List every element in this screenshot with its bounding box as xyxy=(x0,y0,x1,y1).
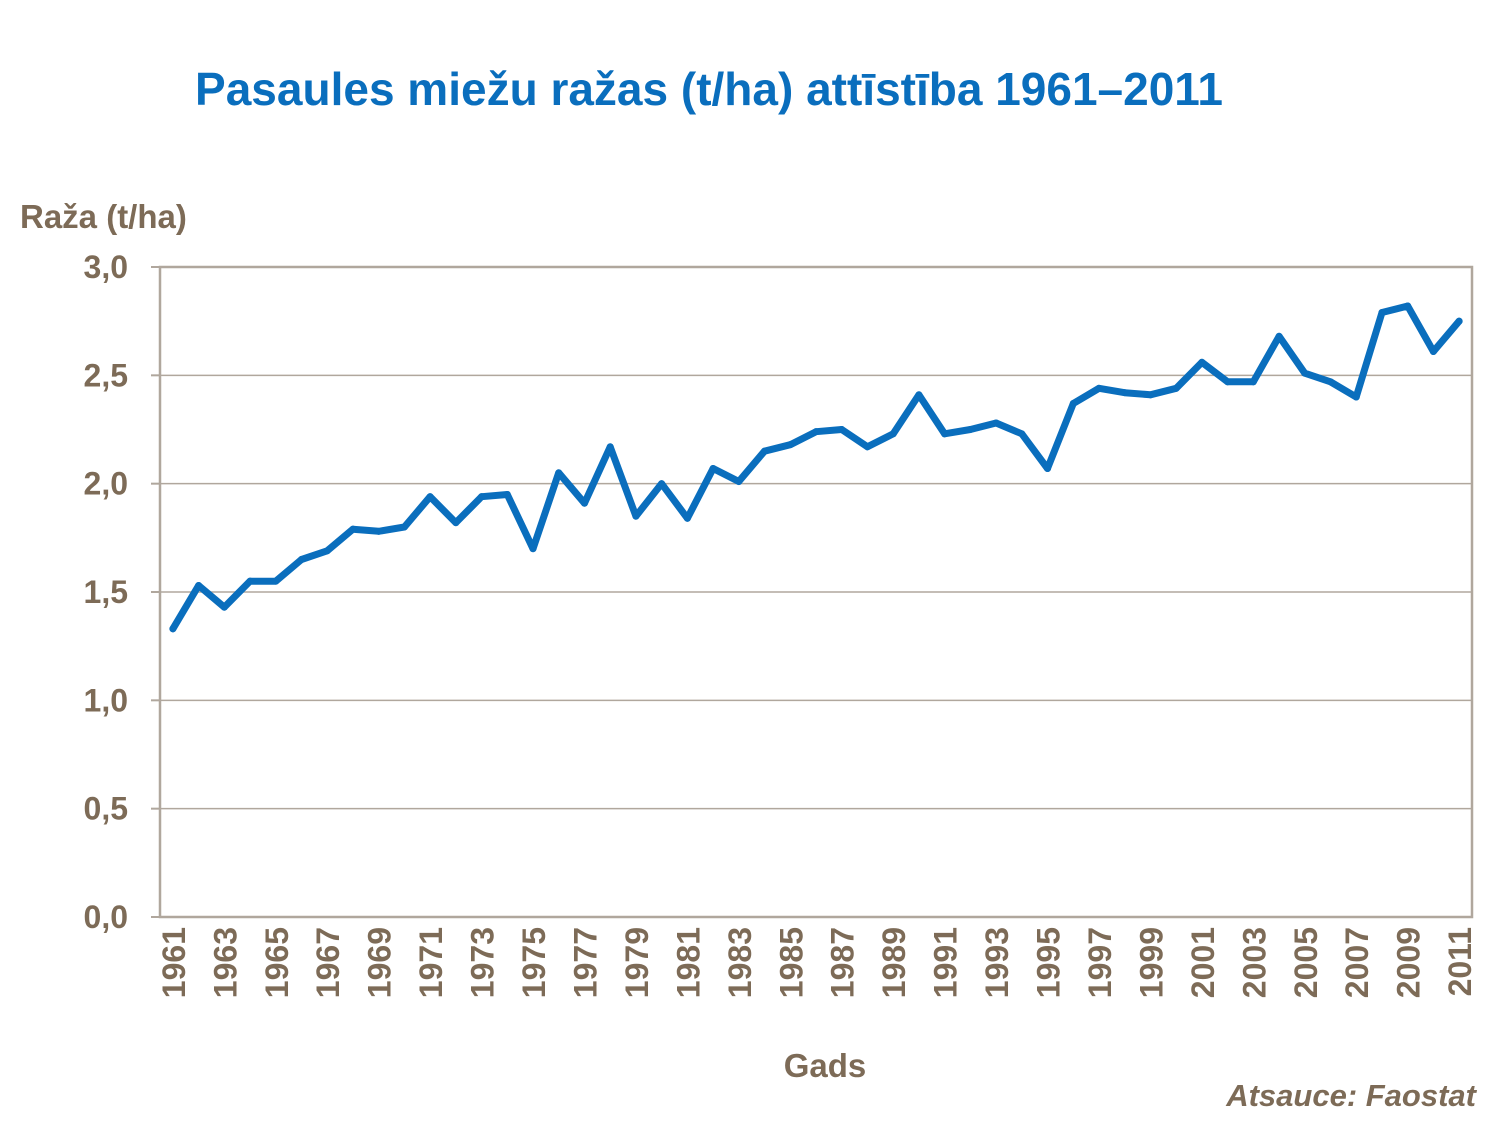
data-point xyxy=(169,625,177,633)
x-tick-label: 1977 xyxy=(567,927,603,998)
data-point xyxy=(375,527,383,535)
data-point xyxy=(992,419,1000,427)
data-point xyxy=(915,391,923,399)
x-tick-label: 1981 xyxy=(670,927,706,998)
gridlines xyxy=(151,266,1472,918)
x-tick-label: 2001 xyxy=(1185,927,1221,998)
y-tick-label: 0,0 xyxy=(84,899,128,935)
data-point xyxy=(297,556,305,563)
plot-frame xyxy=(158,265,1474,919)
data-point xyxy=(941,430,949,438)
data-point xyxy=(761,447,769,455)
data-point xyxy=(863,443,871,451)
data-point xyxy=(1172,384,1180,392)
data-point xyxy=(452,519,460,527)
y-axis-label: Raža (t/ha) xyxy=(20,198,187,235)
y-tick-label: 1,0 xyxy=(84,682,128,718)
data-point xyxy=(1198,358,1206,366)
data-point xyxy=(529,545,537,553)
data-point xyxy=(1095,384,1103,392)
data-point xyxy=(658,480,666,488)
data-point xyxy=(195,582,203,589)
data-point xyxy=(323,547,331,555)
source-note: Atsauce: Faostat xyxy=(1226,1078,1476,1113)
data-point xyxy=(889,430,897,438)
data-point xyxy=(735,478,743,485)
y-tick-label: 2,0 xyxy=(84,466,128,502)
x-tick-label: 1969 xyxy=(362,927,398,998)
series-line xyxy=(169,302,1463,633)
x-tick-label: 1965 xyxy=(259,927,295,998)
x-tick-label: 1973 xyxy=(465,927,501,998)
x-tick-label: 1961 xyxy=(156,927,192,998)
data-point xyxy=(580,499,588,507)
x-tick-label: 1993 xyxy=(979,927,1015,998)
x-tick-label: 1979 xyxy=(619,927,655,998)
plot-area-border xyxy=(158,265,1474,919)
x-tick-label: 1983 xyxy=(722,927,758,998)
data-point xyxy=(683,514,691,522)
data-point xyxy=(1275,332,1283,340)
data-point xyxy=(220,603,228,611)
data-point xyxy=(426,493,434,501)
y-tick-label: 0,5 xyxy=(84,791,128,827)
data-point xyxy=(1404,302,1412,310)
data-point xyxy=(1352,393,1360,401)
data-point xyxy=(1327,378,1335,386)
x-tick-label: 1989 xyxy=(876,927,912,998)
data-point xyxy=(606,443,614,451)
data-point xyxy=(1249,378,1257,386)
data-point xyxy=(1224,378,1232,386)
data-point xyxy=(1146,391,1154,399)
data-point xyxy=(1378,309,1386,316)
y-tick-label: 2,5 xyxy=(84,357,128,393)
data-point xyxy=(272,577,280,585)
x-tick-label: 1991 xyxy=(928,927,964,998)
data-point xyxy=(1121,389,1129,397)
data-point xyxy=(1069,400,1077,407)
x-tick-label: 1997 xyxy=(1082,927,1118,998)
x-tick-label: 2003 xyxy=(1236,927,1272,998)
data-point xyxy=(632,512,640,520)
x-tick-label: 1999 xyxy=(1133,927,1169,998)
data-point xyxy=(1455,317,1463,325)
data-point xyxy=(1044,465,1052,472)
x-tick-label: 2005 xyxy=(1288,927,1324,998)
data-point xyxy=(246,577,254,585)
x-tick-label: 1987 xyxy=(825,927,861,998)
x-tick-label: 1985 xyxy=(773,927,809,998)
x-tick-label: 1995 xyxy=(1031,927,1067,998)
data-point xyxy=(1301,369,1309,377)
y-tick-label: 3,0 xyxy=(84,249,128,285)
y-tick-label: 1,5 xyxy=(84,574,128,610)
data-point xyxy=(786,441,794,449)
chart-title: Pasaules miežu ražas (t/ha) attīstība 19… xyxy=(195,63,1223,115)
x-tick-label: 1971 xyxy=(413,927,449,998)
data-point xyxy=(966,426,974,433)
data-point xyxy=(349,525,357,533)
x-tick-label: 2009 xyxy=(1391,927,1427,998)
x-axis-label: Gads xyxy=(784,1047,867,1084)
data-point xyxy=(503,491,511,498)
data-point xyxy=(1429,348,1437,355)
x-tick-labels: 1961 1963 1965 1967 1969 1971 1973 1975 1977 1979… xyxy=(156,927,1478,998)
data-points xyxy=(169,302,1463,633)
y-tick-labels: 0,0 0,5 1,0 1,5 2,0 2,5 3,0 xyxy=(84,249,128,935)
x-tick-label: 2007 xyxy=(1339,927,1375,998)
data-point xyxy=(555,469,563,477)
data-point xyxy=(812,428,820,436)
x-tick-label: 1967 xyxy=(310,927,346,998)
series-layer xyxy=(169,302,1463,633)
data-point xyxy=(1018,430,1026,438)
x-tick-label: 1975 xyxy=(516,927,552,998)
data-point xyxy=(478,493,486,501)
x-tick-label: 2011 xyxy=(1442,927,1478,996)
data-point xyxy=(400,523,408,531)
x-tick-label: 1963 xyxy=(207,927,243,998)
data-point xyxy=(838,426,846,433)
data-point xyxy=(709,465,717,472)
